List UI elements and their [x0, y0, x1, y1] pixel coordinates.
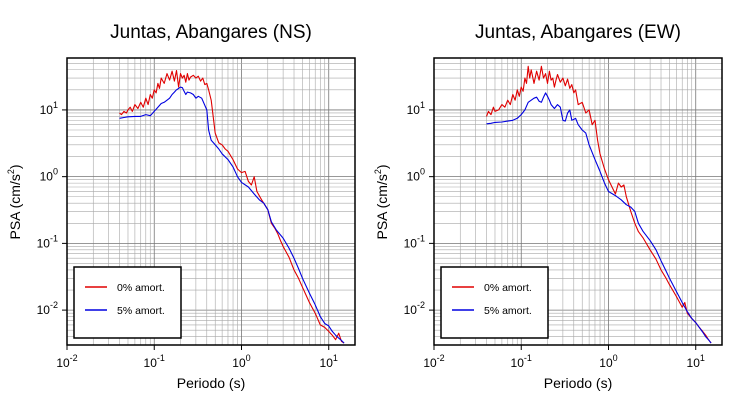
y-axis-label-ew: PSA (cm/s2): [373, 164, 390, 239]
legend-label-5pct-ns: 5% amort.: [117, 305, 165, 317]
y-tick-label-ns: 10-2: [37, 300, 58, 317]
series-line-0pct-ew: [485, 65, 712, 344]
x-tick-label-ns: 10-1: [144, 353, 165, 370]
x-axis-label-ns: Periodo (s): [177, 375, 245, 391]
legend-label-0pct-ns: 0% amort.: [117, 282, 165, 294]
y-axis-label-ns: PSA (cm/s2): [6, 164, 23, 239]
grid-ew: [434, 58, 722, 345]
legend-box-ew: [440, 266, 549, 339]
series-group-ew: [485, 65, 712, 344]
legend-label-0pct-ew: 0% amort.: [484, 282, 532, 294]
tick-labels-ns: 10-2 10-1 100 101 10-2 10-1 100 101: [37, 100, 338, 370]
series-line-0pct-ns: [119, 69, 345, 344]
series-line-5pct-ew: [486, 92, 712, 344]
series-group-ns: [119, 69, 345, 344]
panel-ns: Juntas, Abangares (NS) 10-2 10-1 100 10110-…: [6, 22, 356, 391]
series-line-5pct-ns: [119, 86, 345, 344]
x-axis-label-ew: Periodo (s): [544, 375, 612, 391]
x-tick-label-ns: 100: [232, 353, 250, 370]
y-tick-label-ns: 10-1: [37, 233, 58, 250]
x-tick-label-ew: 10-1: [511, 353, 532, 370]
x-tick-label-ns: 101: [320, 353, 338, 370]
y-tick-label-ns: 101: [40, 100, 58, 117]
chart-title-ns: Juntas, Abangares (NS): [110, 22, 312, 43]
panel-ew: Juntas, Abangares (EW) 10-2 10-1 100 10110-…: [373, 22, 723, 391]
plot-frame-ew: [433, 57, 723, 346]
plot-frame-ns: [66, 57, 356, 346]
y-tick-label-ew: 100: [407, 167, 425, 184]
y-tick-label-ew: 10-1: [404, 233, 425, 250]
y-tick-label-ew: 10-2: [404, 300, 425, 317]
legend-ns: 0% amort. 5% amort.: [73, 266, 182, 339]
y-tick-label-ns: 100: [40, 167, 58, 184]
legend-ew: 0% amort. 5% amort.: [440, 266, 549, 339]
x-tick-label-ew: 10-2: [423, 353, 444, 370]
chart-title-ew: Juntas, Abangares (EW): [475, 22, 681, 43]
x-tick-label-ew: 100: [599, 353, 617, 370]
tick-labels-ew: 10-2 10-1 100 101 10-2 10-1 100 101: [404, 100, 705, 370]
x-tick-label-ns: 10-2: [56, 353, 77, 370]
y-tick-label-ew: 101: [407, 100, 425, 117]
x-tick-label-ew: 101: [687, 353, 705, 370]
legend-label-5pct-ew: 5% amort.: [484, 305, 532, 317]
legend-box-ns: [73, 266, 182, 339]
